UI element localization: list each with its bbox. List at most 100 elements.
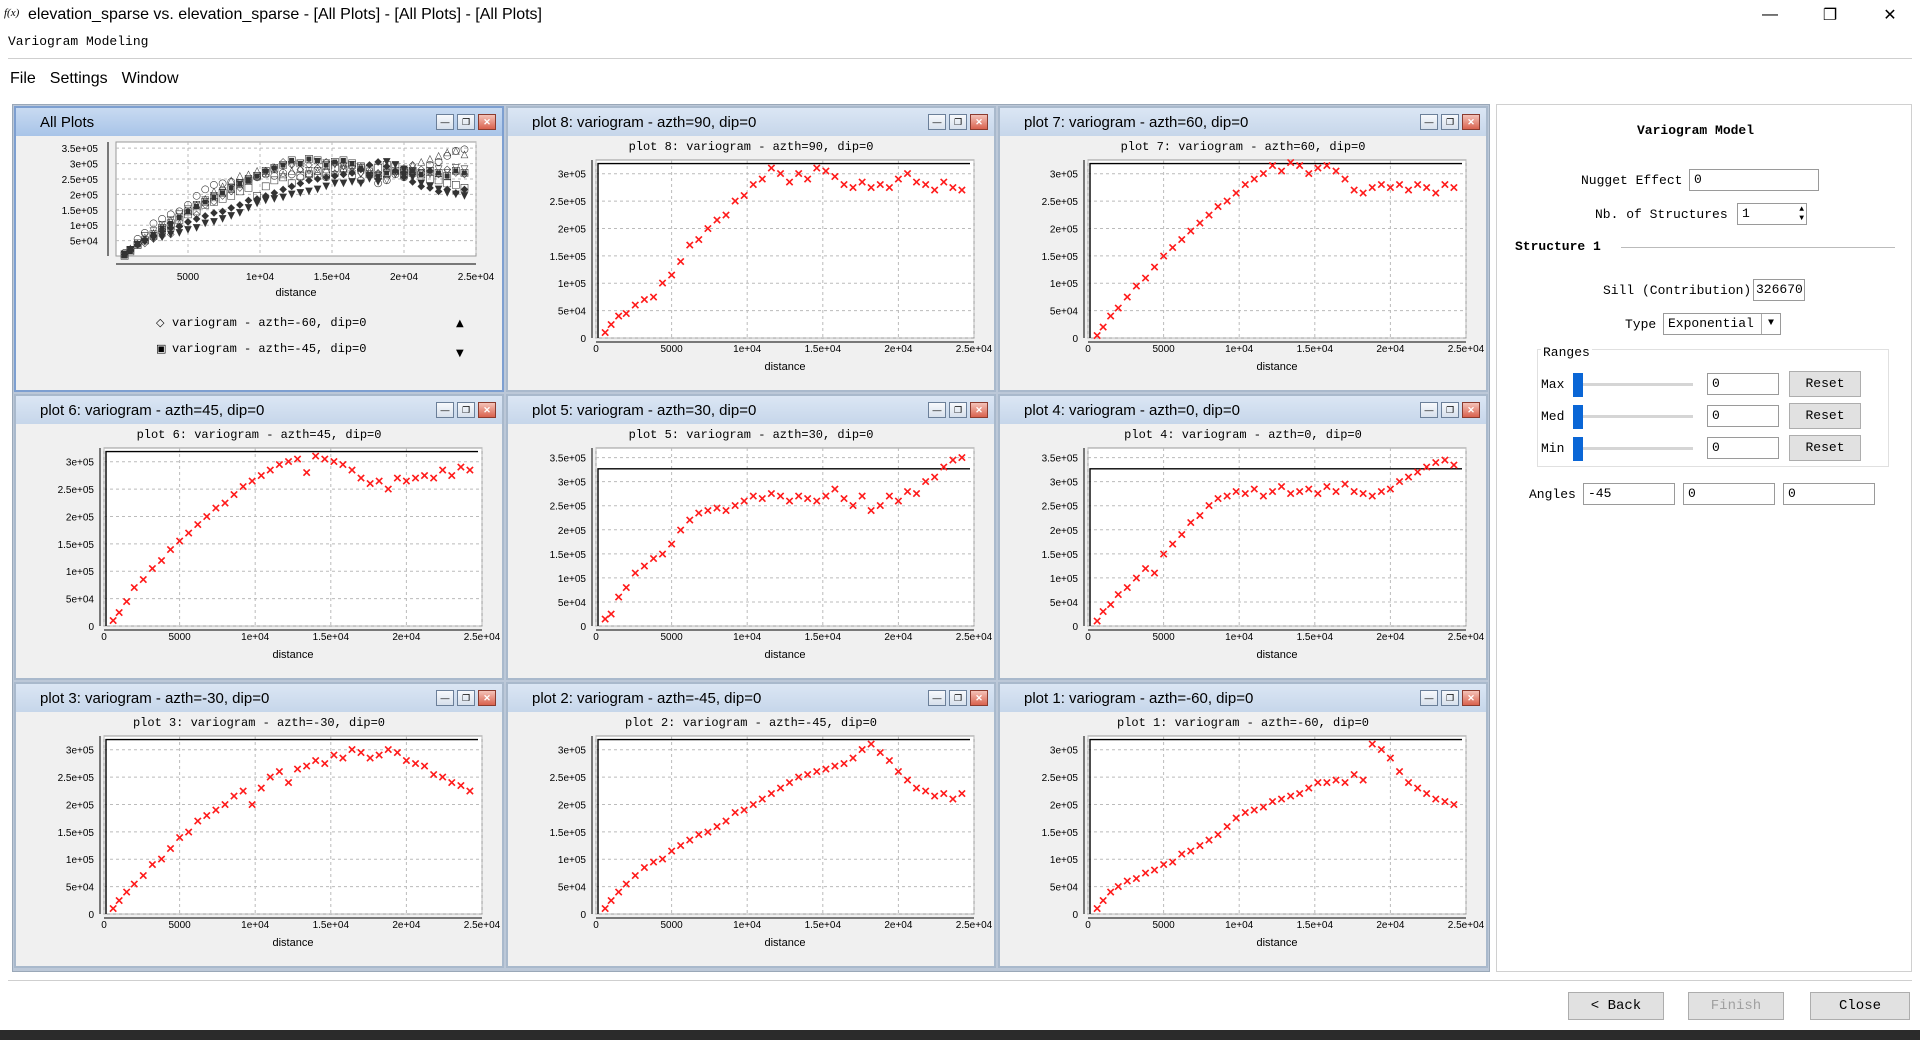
restore-icon[interactable]: ❐ bbox=[457, 402, 475, 418]
maximize-button[interactable]: ❐ bbox=[1822, 7, 1838, 24]
menu-file[interactable]: File bbox=[10, 70, 36, 87]
minimize-icon[interactable]: — bbox=[928, 690, 946, 706]
minimize-icon[interactable]: — bbox=[436, 690, 454, 706]
close-icon[interactable]: ✕ bbox=[970, 402, 988, 418]
close-icon[interactable]: ✕ bbox=[478, 114, 496, 130]
finish-button[interactable]: Finish bbox=[1688, 992, 1784, 1020]
close-icon[interactable]: ✕ bbox=[970, 690, 988, 706]
subwindow-title: plot 6: variogram - azth=45, dip=0— ❐ ✕ bbox=[16, 396, 502, 424]
data-point: × bbox=[1099, 892, 1108, 909]
close-window-button[interactable]: ✕ bbox=[1883, 7, 1897, 24]
overlay-data-point: □ bbox=[287, 178, 296, 189]
range-min-slider-handle[interactable] bbox=[1573, 437, 1583, 461]
range-min-reset-button[interactable]: Reset bbox=[1789, 435, 1861, 461]
range-med-reset-button[interactable]: Reset bbox=[1789, 403, 1861, 429]
close-icon[interactable]: ✕ bbox=[1462, 690, 1480, 706]
data-point: × bbox=[1114, 300, 1123, 317]
close-icon[interactable]: ✕ bbox=[478, 402, 496, 418]
plot2-window[interactable]: plot 2: variogram - azth=-45, dip=0— ❐ ✕ pl… bbox=[506, 682, 996, 968]
range-max-input[interactable]: 0 bbox=[1707, 373, 1779, 395]
type-select[interactable]: Exponential ▼ bbox=[1663, 313, 1781, 335]
restore-icon[interactable]: ❐ bbox=[457, 690, 475, 706]
restore-icon[interactable]: ❐ bbox=[1441, 690, 1459, 706]
x-tick-label: 1.5e+04 bbox=[805, 632, 842, 643]
overlay-data-point: △ bbox=[374, 167, 382, 178]
overlay-data-point: ◇ bbox=[322, 156, 330, 167]
close-icon[interactable]: ✕ bbox=[1462, 402, 1480, 418]
nugget-input[interactable]: 0 bbox=[1689, 169, 1819, 191]
minimize-button[interactable]: — bbox=[1762, 6, 1778, 23]
y-tick-label: 2e+05 bbox=[1050, 526, 1079, 537]
range-med-slider-track[interactable] bbox=[1575, 415, 1693, 418]
nb-structures-spinbox[interactable]: 1 ▲ ▼ bbox=[1737, 203, 1807, 225]
overlay-data-point: ◇ bbox=[134, 240, 142, 251]
close-icon[interactable]: ✕ bbox=[970, 114, 988, 130]
angle-rake-input[interactable]: 0 bbox=[1783, 483, 1875, 505]
overlay-data-point: ▽ bbox=[314, 156, 322, 167]
restore-icon[interactable]: ❐ bbox=[949, 690, 967, 706]
plot7-window[interactable]: plot 7: variogram - azth=60, dip=0— ❐ ✕ plo… bbox=[998, 106, 1488, 392]
overlay-data-point: ▽ bbox=[426, 169, 434, 180]
restore-icon[interactable]: ❐ bbox=[949, 114, 967, 130]
minimize-icon[interactable]: — bbox=[1420, 402, 1438, 418]
range-max-slider-handle[interactable] bbox=[1573, 373, 1583, 397]
range-med-slider-handle[interactable] bbox=[1573, 405, 1583, 429]
x-axis-label: distance bbox=[276, 287, 317, 299]
plot5-window[interactable]: plot 5: variogram - azth=30, dip=0— ❐ ✕ plo… bbox=[506, 394, 996, 680]
plot3-window[interactable]: plot 3: variogram - azth=-30, dip=0— ❐ ✕ pl… bbox=[14, 682, 504, 968]
overlay-data-point: ○ bbox=[218, 178, 227, 189]
overlay-data-point: ◇ bbox=[314, 163, 322, 174]
close-icon[interactable]: ✕ bbox=[478, 690, 496, 706]
spin-arrows-icon[interactable]: ▲ ▼ bbox=[1799, 205, 1804, 223]
minimize-icon[interactable]: — bbox=[436, 114, 454, 130]
plot6-window[interactable]: plot 6: variogram - azth=45, dip=0— ❐ ✕ plo… bbox=[14, 394, 504, 680]
overlay-data-point: ▼ bbox=[210, 217, 218, 228]
angle-azimuth-input[interactable]: -45 bbox=[1583, 483, 1675, 505]
range-max-slider-track[interactable] bbox=[1575, 383, 1693, 386]
menu-window[interactable]: Window bbox=[121, 70, 179, 87]
back-button[interactable]: < Back bbox=[1568, 992, 1664, 1020]
x-tick-label: 1.5e+04 bbox=[805, 344, 842, 355]
minimize-icon[interactable]: — bbox=[928, 114, 946, 130]
data-point: × bbox=[821, 488, 830, 505]
data-point: × bbox=[166, 840, 175, 857]
data-point: × bbox=[375, 747, 384, 764]
overlay-data-point: ▣ bbox=[322, 160, 331, 171]
x-axis-label: distance bbox=[765, 361, 806, 373]
model-sill-line bbox=[597, 738, 970, 914]
minimize-icon[interactable]: — bbox=[1420, 114, 1438, 130]
range-max-reset-button[interactable]: Reset bbox=[1789, 371, 1861, 397]
x-tick-label: 1e+04 bbox=[733, 920, 762, 931]
restore-icon[interactable]: ❐ bbox=[949, 402, 967, 418]
angle-dip-input[interactable]: 0 bbox=[1683, 483, 1775, 505]
all-plots-window[interactable]: All Plots — ❐ ✕ 5000 1e+04 1.5e+04 2e+04 2.5e+04… bbox=[14, 106, 504, 392]
data-point: × bbox=[221, 796, 230, 813]
close-button[interactable]: Close bbox=[1810, 992, 1910, 1020]
restore-icon[interactable]: ❐ bbox=[1441, 402, 1459, 418]
restore-icon[interactable]: ❐ bbox=[457, 114, 475, 130]
data-point: × bbox=[958, 182, 967, 199]
overlay-data-point: ◆ bbox=[340, 169, 348, 180]
y-tick-label: 2.5e+05 bbox=[1042, 197, 1079, 208]
range-min-input[interactable]: 0 bbox=[1707, 437, 1779, 459]
restore-icon[interactable]: ❐ bbox=[1441, 114, 1459, 130]
minimize-icon[interactable]: — bbox=[928, 402, 946, 418]
data-point: × bbox=[821, 761, 830, 778]
overlay-data-point: △ bbox=[158, 221, 166, 232]
plot1-window[interactable]: plot 1: variogram - azth=-60, dip=0— ❐ ✕ pl… bbox=[998, 682, 1488, 968]
data-point: × bbox=[1350, 766, 1359, 783]
minimize-icon[interactable]: — bbox=[436, 402, 454, 418]
chevron-down-icon[interactable]: ▼ bbox=[1761, 314, 1780, 334]
all-plots-chart: 5000 1e+04 1.5e+04 2e+04 2.5e+04 3.5e+05 3e+05… bbox=[62, 141, 495, 359]
sill-input[interactable]: 326670 bbox=[1753, 279, 1805, 301]
plot4-window[interactable]: plot 4: variogram - azth=0, dip=0— ❐ ✕ plot… bbox=[998, 394, 1488, 680]
overlay-data-point: ▣ bbox=[460, 167, 469, 178]
close-icon[interactable]: ✕ bbox=[1462, 114, 1480, 130]
menu-settings[interactable]: Settings bbox=[49, 70, 108, 87]
range-med-input[interactable]: 0 bbox=[1707, 405, 1779, 427]
overlay-data-point: ◇ bbox=[452, 167, 460, 178]
data-point: × bbox=[1286, 486, 1295, 503]
minimize-icon[interactable]: — bbox=[1420, 690, 1438, 706]
plot8-window[interactable]: plot 8: variogram - azth=90, dip=0— ❐ ✕ plo… bbox=[506, 106, 996, 392]
range-min-slider-track[interactable] bbox=[1575, 447, 1693, 450]
